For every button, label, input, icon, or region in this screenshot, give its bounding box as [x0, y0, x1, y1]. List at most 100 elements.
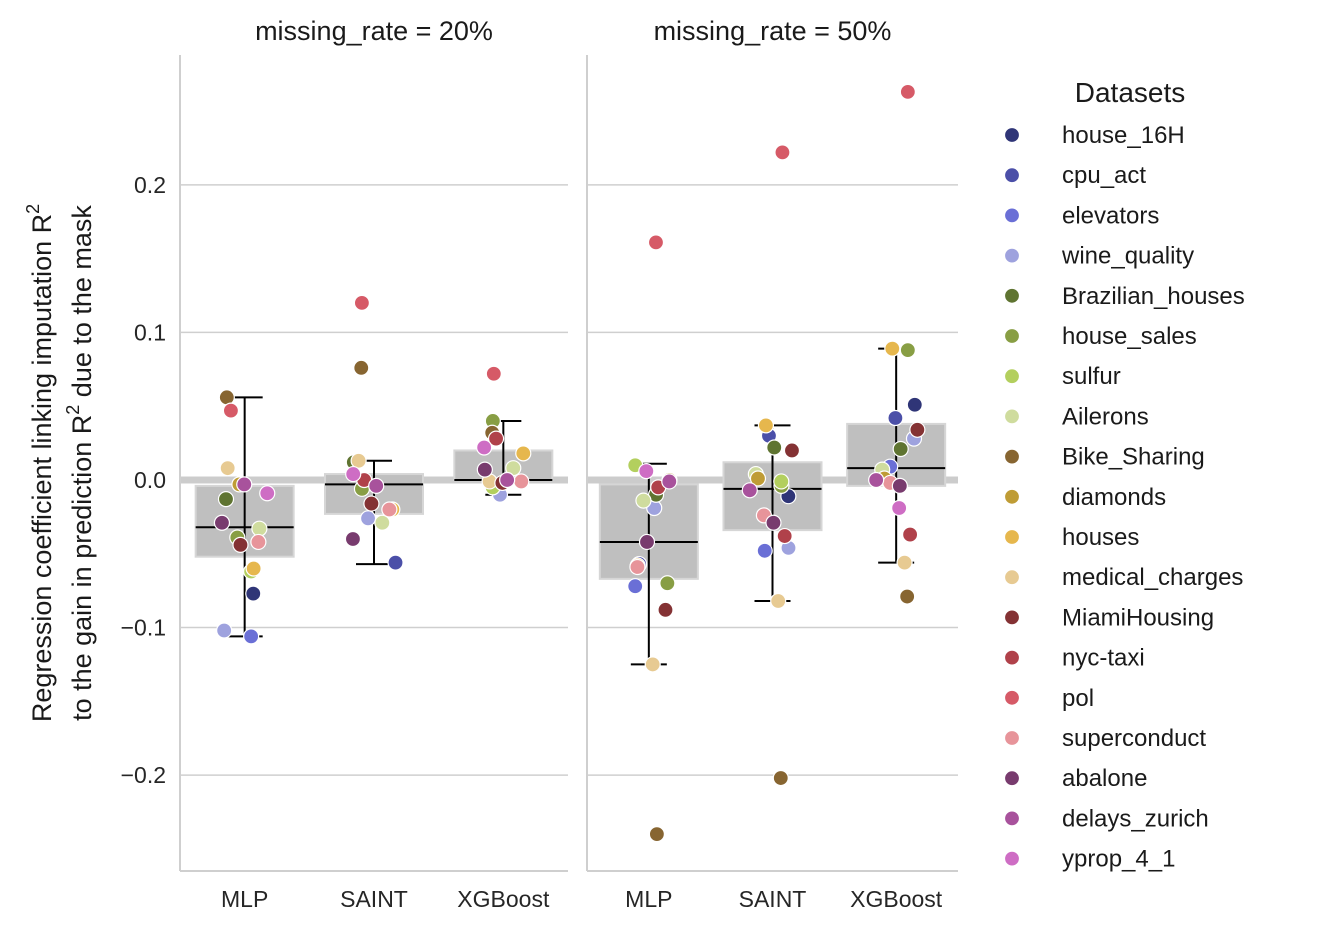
- legend-marker-houses: [1003, 528, 1021, 546]
- point-yprop-4-1: [891, 499, 908, 517]
- point-abalone: [891, 477, 908, 494]
- legend-label-nyc-taxi: nyc-taxi: [1062, 645, 1145, 672]
- y-axis-label: Regression coefficient linking imputatio…: [23, 204, 97, 722]
- x-tick-label-mlp: MLP: [221, 886, 268, 912]
- legend-title: Datasets: [1075, 77, 1186, 108]
- point-abalone: [344, 530, 362, 548]
- point-superconduct: [629, 558, 646, 576]
- legend-label-yprop-4-1: yprop_4_1: [1062, 846, 1175, 873]
- legend-marker-house-16h: [1003, 126, 1021, 144]
- point-superconduct: [250, 533, 267, 551]
- point-miamihousing: [232, 536, 249, 553]
- legend-label-miamihousing: MiamiHousing: [1062, 604, 1214, 631]
- legend-label-sulfur: sulfur: [1062, 363, 1121, 390]
- point-bike-sharing: [218, 389, 235, 406]
- point-elevators: [627, 578, 644, 595]
- point-pol: [647, 234, 665, 251]
- y-axis-label-line-2: to the gain in prediction R2 due to the …: [63, 205, 97, 721]
- point-nyc-taxi: [902, 526, 919, 543]
- point-abalone: [638, 533, 656, 551]
- legend-marker-cpu-act: [1003, 167, 1021, 184]
- legend: Datasets house_16H cpu_act elevators wine_qu…: [1003, 77, 1245, 873]
- point-miamihousing: [783, 442, 801, 459]
- point-yprop-4-1: [476, 439, 493, 456]
- point-diamonds: [749, 470, 767, 487]
- legend-marker-wine-quality: [1003, 247, 1021, 264]
- point-pol: [774, 144, 791, 161]
- point-medical-charges: [896, 554, 913, 571]
- legend-marker-house-sales: [1003, 327, 1021, 345]
- point-brazilian-houses: [766, 439, 783, 456]
- legend-marker-delays-zurich: [1003, 810, 1021, 827]
- point-houses: [884, 340, 901, 357]
- point-delays-zurich: [868, 471, 885, 489]
- point-wine-quality: [216, 622, 233, 639]
- legend-label-house-sales: house_sales: [1062, 323, 1197, 350]
- point-brazilian-houses: [217, 491, 235, 508]
- point-sulfur: [773, 473, 790, 490]
- point-bike-sharing: [353, 359, 370, 376]
- legend-label-medical-charges: medical_charges: [1062, 564, 1243, 591]
- legend-marker-nyc-taxi: [1003, 649, 1021, 666]
- point-delays-zurich: [368, 477, 385, 494]
- x-tick-label-saint: SAINT: [739, 886, 807, 912]
- x-tick-label-saint: SAINT: [340, 886, 408, 912]
- point-houses: [245, 560, 262, 577]
- y-axis-label-line-1: Regression coefficient linking imputatio…: [23, 204, 57, 722]
- y-tick-label: −0.1: [121, 615, 166, 641]
- point-medical-charges: [219, 460, 236, 477]
- point-pol: [222, 402, 240, 419]
- point-delays-zurich: [661, 473, 678, 490]
- x-tick-label-mlp: MLP: [625, 886, 672, 912]
- x-tick-label-xgboost: XGBoost: [850, 886, 943, 912]
- point-house-sales: [659, 575, 676, 592]
- point-delays-zurich: [499, 471, 516, 489]
- point-superconduct: [381, 501, 398, 518]
- legend-marker-medical-charges: [1003, 569, 1021, 586]
- y-axis-label-line-1-text: Regression coefficient linking imputatio…: [27, 214, 57, 722]
- point-miamihousing: [363, 495, 380, 512]
- point-cpu-act: [387, 554, 404, 571]
- legend-label-diamonds: diamonds: [1062, 484, 1166, 511]
- legend-label-superconduct: superconduct: [1062, 725, 1206, 752]
- panel-title: missing_rate = 20%: [255, 16, 493, 46]
- point-abalone: [213, 514, 231, 531]
- point-medical-charges: [770, 592, 787, 610]
- point-pol: [353, 294, 371, 311]
- y-axis-label-line-2-pre: to the gain in prediction R: [67, 415, 97, 721]
- legend-marker-pol: [1003, 689, 1021, 706]
- point-houses: [757, 417, 775, 434]
- panel-missing-rate-50: missing_rate = 50% MLP SAINT XGBoost: [586, 16, 958, 912]
- legend-marker-sulfur: [1003, 368, 1021, 385]
- point-delays-zurich: [741, 482, 758, 499]
- point-yprop-4-1: [345, 465, 362, 483]
- point-house-16h: [245, 585, 262, 602]
- legend-marker-bike-sharing: [1003, 448, 1021, 465]
- legend-label-abalone: abalone: [1062, 765, 1147, 792]
- point-pol: [899, 83, 916, 100]
- point-nyc-taxi: [487, 430, 505, 447]
- point-medical-charges: [644, 656, 661, 673]
- y-axis-label-line-1-sup: 2: [23, 204, 43, 214]
- point-yprop-4-1: [638, 463, 655, 480]
- point-brazilian-houses: [892, 440, 909, 458]
- panel-title: missing_rate = 50%: [654, 16, 892, 46]
- legend-marker-elevators: [1003, 207, 1021, 224]
- legend-marker-yprop-4-1: [1003, 850, 1021, 867]
- point-house-sales: [899, 342, 916, 359]
- legend-marker-brazilian-houses: [1003, 287, 1021, 304]
- legend-marker-diamonds: [1003, 488, 1021, 505]
- point-houses: [515, 445, 532, 462]
- point-ailerons: [374, 514, 391, 531]
- point-ailerons: [635, 492, 652, 509]
- point-nyc-taxi: [776, 527, 793, 545]
- point-house-16h: [906, 396, 923, 413]
- y-axis-label-line-2-post: due to the mask: [67, 205, 97, 405]
- legend-marker-ailerons: [1003, 408, 1021, 425]
- point-cpu-act: [887, 409, 904, 427]
- y-tick-label: 0.2: [134, 172, 166, 198]
- point-bike-sharing: [648, 826, 665, 843]
- panel-missing-rate-20: 0.2 0.1 0.0 −0.1 −0.2 missing_rate = 20% MLP SA…: [121, 16, 568, 912]
- legend-label-elevators: elevators: [1062, 202, 1159, 229]
